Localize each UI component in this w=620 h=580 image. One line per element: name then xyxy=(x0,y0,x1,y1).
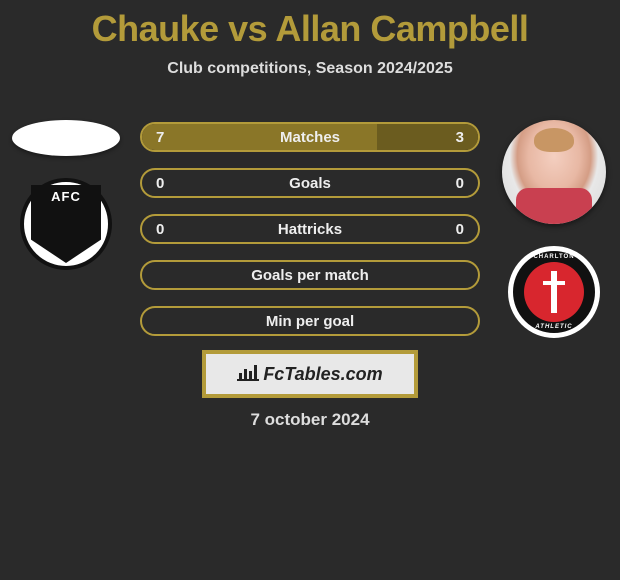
chart-icon xyxy=(237,363,259,386)
club-left-initials: AFC xyxy=(31,185,101,263)
date-text: 7 october 2024 xyxy=(0,410,620,430)
bar-fill-left xyxy=(142,124,377,150)
stat-value-right: 3 xyxy=(456,129,464,146)
stat-value-left: 0 xyxy=(156,175,164,192)
comparison-bars: 7 Matches 3 0 Goals 0 0 Hattricks 0 Goals per mat… xyxy=(140,122,480,352)
stat-value-right: 0 xyxy=(456,175,464,192)
page-title: Chauke vs Allan Campbell xyxy=(0,0,620,50)
club-right-inner xyxy=(524,262,584,322)
stat-row-hattricks: 0 Hattricks 0 xyxy=(140,214,480,244)
stat-value-right: 0 xyxy=(456,221,464,238)
stat-row-min-per-goal: Min per goal xyxy=(140,306,480,336)
stat-label: Goals per match xyxy=(251,267,369,284)
stat-label: Hattricks xyxy=(278,221,342,238)
page-subtitle: Club competitions, Season 2024/2025 xyxy=(0,60,620,78)
left-column: AFC xyxy=(6,120,126,270)
stat-label: Matches xyxy=(280,129,340,146)
stat-value-left: 0 xyxy=(156,221,164,238)
brand-box: FcTables.com xyxy=(202,350,418,398)
stat-row-goals-per-match: Goals per match xyxy=(140,260,480,290)
sword-icon xyxy=(551,271,557,313)
brand-text: FcTables.com xyxy=(263,364,382,385)
club-left-badge: AFC xyxy=(20,178,112,270)
club-right-badge: CHARLTON ATHLETIC xyxy=(508,246,600,338)
stat-label: Goals xyxy=(289,175,331,192)
stat-label: Min per goal xyxy=(266,313,354,330)
stat-value-left: 7 xyxy=(156,129,164,146)
right-column: CHARLTON ATHLETIC xyxy=(494,120,614,338)
infographic-root: Chauke vs Allan Campbell Club competitio… xyxy=(0,0,620,580)
club-right-name-bottom: ATHLETIC xyxy=(513,324,595,330)
stat-row-matches: 7 Matches 3 xyxy=(140,122,480,152)
club-right-name-top: CHARLTON xyxy=(513,254,595,260)
player-left-avatar xyxy=(12,120,120,156)
player-right-avatar xyxy=(502,120,606,224)
stat-row-goals: 0 Goals 0 xyxy=(140,168,480,198)
